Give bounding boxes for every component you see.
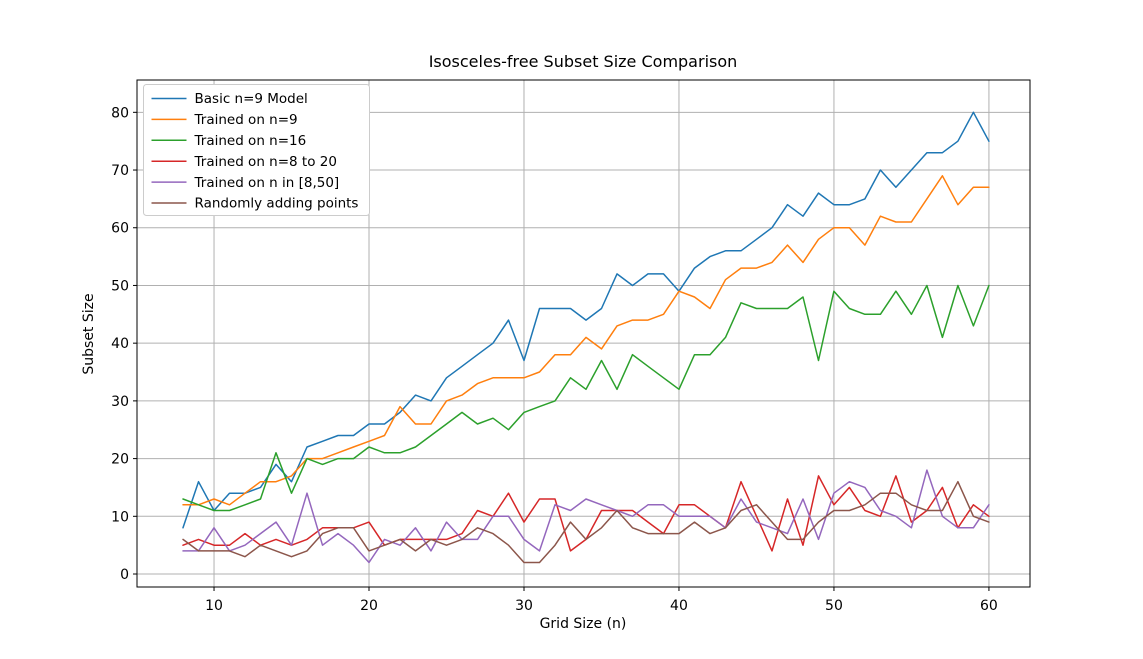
x-tick-label: 50 <box>825 598 843 614</box>
series-line-basic-n-9-model <box>182 111 990 529</box>
legend-label: Trained on n=16 <box>194 133 307 149</box>
y-tick-label: 0 <box>120 567 129 583</box>
y-tick-label: 60 <box>111 221 129 237</box>
y-tick-label: 70 <box>111 163 129 179</box>
y-axis-label: Subset Size <box>81 293 97 374</box>
y-tick-label: 40 <box>111 336 129 352</box>
x-tick-label: 10 <box>205 598 223 614</box>
y-tick-label: 80 <box>111 105 129 121</box>
series-line-trained-on-n-9 <box>182 175 990 506</box>
series-line-randomly-adding-points <box>182 480 990 564</box>
x-tick-label: 30 <box>515 598 533 614</box>
legend-label: Basic n=9 Model <box>195 91 308 107</box>
chart-title: Isosceles-free Subset Size Comparison <box>429 52 738 71</box>
legend-label: Trained on n=9 <box>194 112 298 128</box>
axes-frame <box>136 79 1031 588</box>
y-tick-label: 30 <box>111 394 129 410</box>
legend-box <box>143 84 370 216</box>
y-tick-label: 10 <box>111 509 129 525</box>
y-tick-label: 20 <box>111 452 129 468</box>
x-tick-label: 40 <box>670 598 688 614</box>
series-line-trained-on-n-in-8-50- <box>182 469 990 564</box>
series-line-trained-on-n-16 <box>182 284 990 512</box>
x-tick-label: 20 <box>360 598 378 614</box>
y-tick-label: 50 <box>111 278 129 294</box>
legend-label: Randomly adding points <box>195 196 359 212</box>
legend-label: Trained on n in [8,50] <box>194 175 340 191</box>
x-tick-label: 60 <box>980 598 998 614</box>
legend-label: Trained on n=8 to 20 <box>194 154 337 170</box>
x-axis-label: Grid Size (n) <box>540 616 627 632</box>
